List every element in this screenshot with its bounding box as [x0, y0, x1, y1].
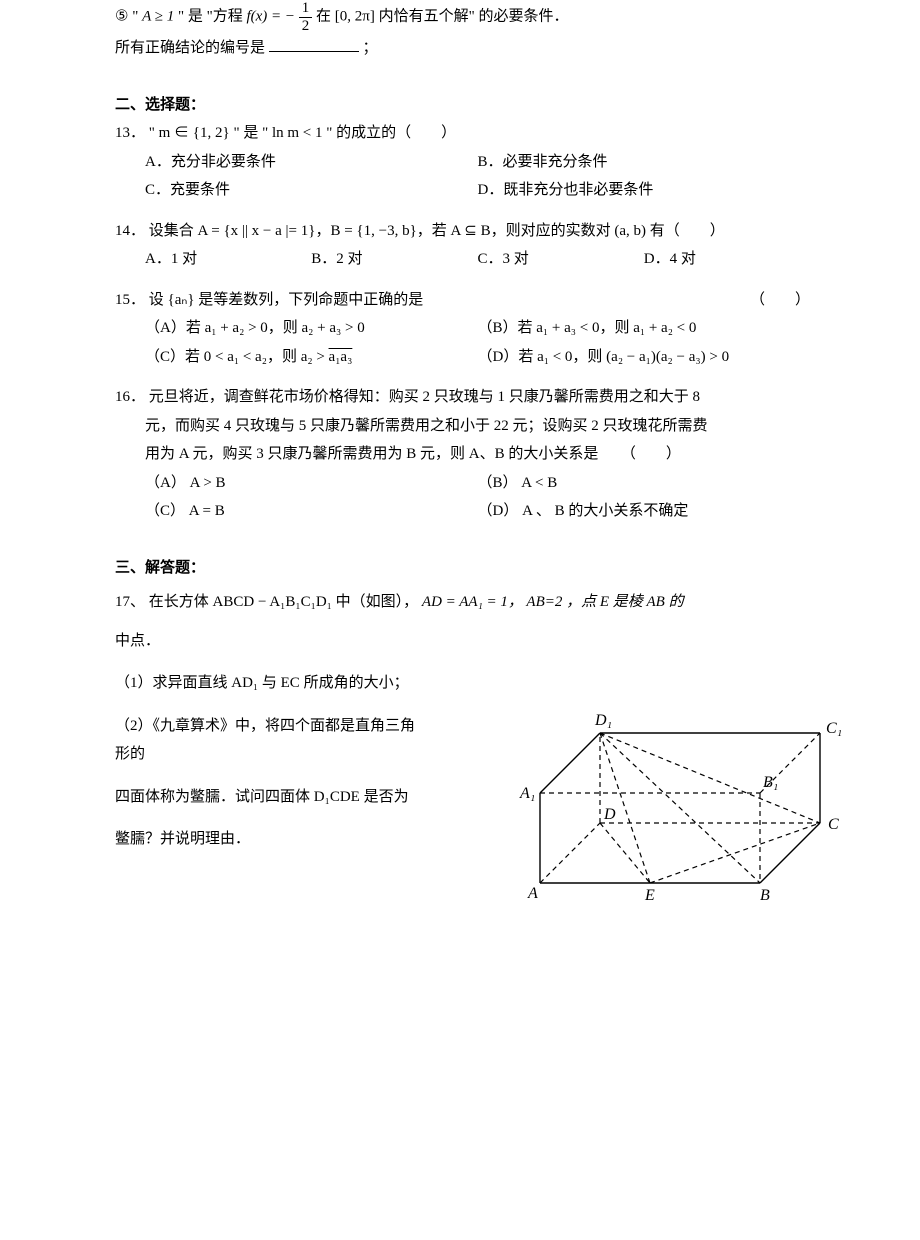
exam-page: ⑤ " A ≥ 1 " 是 "方程 f(x) = − 1 2 在 [0, 2π]…: [0, 0, 920, 1240]
q14-opt-c[interactable]: C．3 对: [478, 245, 644, 274]
q15-c-pre: （C）若 0 < a₁ < a₂，则 a₂ >: [145, 349, 329, 365]
label-e: E: [644, 887, 655, 903]
q16-opt-a[interactable]: （A） A > B: [145, 469, 478, 498]
q14-opt-a[interactable]: A．1 对: [145, 245, 311, 274]
q15-opt-a[interactable]: （A）若 a₁ + a₂ > 0，则 a₂ + a₃ > 0: [145, 314, 478, 343]
q16-options-2: （C） A = B （D） A 、 B 的大小关系不确定: [145, 497, 810, 526]
q5-circ: ⑤: [115, 8, 128, 24]
section-3-heading: 三、解答题：: [115, 554, 810, 583]
q5-cond: A ≥ 1: [142, 8, 174, 24]
q5-fx: f(x) = −: [246, 8, 295, 24]
q16-l3: 用为 A 元，购买 3 只康乃馨所需费用为 B 元，则 A、B 的大小关系是 （…: [145, 440, 810, 469]
q16-l2: 元，而购买 4 只玫瑰与 5 只康乃馨所需费用之和小于 22 元；设购买 2 只…: [145, 412, 810, 441]
label-a: A: [527, 885, 538, 902]
q17-p1: （1）求异面直线 AD₁ 与 EC 所成角的大小；: [115, 669, 415, 698]
q16-opt-c[interactable]: （C） A = B: [145, 497, 478, 526]
q13-opt-b[interactable]: B．必要非充分条件: [478, 148, 811, 177]
q15-options-2: （C）若 0 < a₁ < a₂，则 a₂ > a₁a₃ （D）若 a₁ < 0…: [145, 343, 810, 372]
label-d1: D₁: [594, 712, 612, 729]
q5-mid: " 是 "方程: [178, 8, 247, 24]
q5b-blank[interactable]: [269, 36, 359, 52]
q17-p2a: （2）《九章算术》中，将四个面都是直角三角形的: [115, 712, 415, 769]
q14-num: 14．: [115, 223, 145, 239]
q14-text: 设集合 A = {x || x − a |= 1}，B = {1, −3, b}…: [149, 223, 725, 239]
label-c1: C₁: [826, 720, 842, 737]
q15-num: 15．: [115, 292, 145, 308]
q17-num: 17、: [115, 594, 145, 610]
q13: 13． " m ∈ {1, 2} " 是 " ln m < 1 " 的成立的（ …: [115, 119, 810, 148]
q16-l1: 16． 元旦将近，调查鲜花市场价格得知：购买 2 只玫瑰与 1 只康乃馨所需费用…: [115, 383, 810, 412]
q14-opt-b[interactable]: B．2 对: [311, 245, 477, 274]
q14: 14． 设集合 A = {x || x − a |= 1}，B = {1, −3…: [115, 217, 810, 246]
q15-opt-c[interactable]: （C）若 0 < a₁ < a₂，则 a₂ > a₁a₃: [145, 343, 478, 372]
q15-options-1: （A）若 a₁ + a₂ > 0，则 a₂ + a₃ > 0 （B）若 a₁ +…: [145, 314, 810, 343]
q16-opt-d[interactable]: （D） A 、 B 的大小关系不确定: [478, 497, 811, 526]
label-b1: B₁: [763, 774, 778, 791]
q15: 15． 设 {aₙ} 是等差数列，下列命题中正确的是 （ ）: [115, 286, 810, 315]
q17-l1a: 在长方体 ABCD − A₁B₁C₁D₁ 中（如图），: [149, 594, 418, 610]
q14-options: A．1 对 B．2 对 C．3 对 D．4 对: [145, 245, 810, 274]
label-c: C: [828, 816, 839, 833]
q13-options-1: A．充分非必要条件 B．必要非充分条件: [145, 148, 810, 177]
q5-line: ⑤ " A ≥ 1 " 是 "方程 f(x) = − 1 2 在 [0, 2π]…: [115, 0, 810, 34]
q13-opt-c[interactable]: C．充要条件: [145, 176, 478, 205]
q5b-end: ；: [363, 40, 378, 56]
q16-opt-b[interactable]: （B） A < B: [478, 469, 811, 498]
q15-text: 设 {aₙ} 是等差数列，下列命题中正确的是: [149, 292, 424, 308]
q17-l1b: AD = AA₁ = 1， AB=2 ，点 E 是棱 AB 的: [422, 594, 684, 610]
q17-l2: 中点．: [115, 627, 810, 656]
q13-text: " m ∈ {1, 2} " 是 " ln m < 1 " 的成立的（ ）: [149, 125, 456, 141]
q5-after: 在 [0, 2π] 内恰有五个解" 的必要条件．: [316, 8, 568, 24]
q13-num: 13．: [115, 125, 145, 141]
q13-opt-a[interactable]: A．充分非必要条件: [145, 148, 478, 177]
section-2-heading: 二、选择题：: [115, 91, 810, 120]
q5-frac-den: 2: [299, 18, 313, 35]
cuboid-diagram: D₁ C₁ A₁ B₁ D C A B E: [500, 703, 850, 903]
q16-l1-text: 元旦将近，调查鲜花市场价格得知：购买 2 只玫瑰与 1 只康乃馨所需费用之和大于…: [149, 389, 700, 405]
q5b-text: 所有正确结论的编号是: [115, 40, 265, 56]
q16-num: 16．: [115, 389, 145, 405]
q15-paren: （ ）: [750, 286, 810, 315]
q15-c-sqrt: a₁a₃: [329, 349, 353, 365]
label-d: D: [603, 806, 616, 823]
q17-p2c: 鳖臑？并说明理由．: [115, 825, 415, 854]
q14-opt-d[interactable]: D．4 对: [644, 245, 810, 274]
label-a1: A₁: [519, 785, 535, 802]
q5-pre: ": [132, 8, 138, 24]
label-b: B: [760, 887, 770, 903]
q13-opt-d[interactable]: D．既非充分也非必要条件: [478, 176, 811, 205]
q15-opt-b[interactable]: （B）若 a₁ + a₃ < 0，则 a₁ + a₂ < 0: [478, 314, 811, 343]
q17-l1: 17、 在长方体 ABCD − A₁B₁C₁D₁ 中（如图）， AD = AA₁…: [115, 588, 810, 617]
q5-frac-num: 1: [299, 0, 313, 18]
q15-opt-d[interactable]: （D）若 a₁ < 0，则 (a₂ − a₁)(a₂ − a₃) > 0: [478, 343, 811, 372]
q17-p2b: 四面体称为鳖臑．试问四面体 D₁CDE 是否为: [115, 783, 415, 812]
q5b-line: 所有正确结论的编号是 ；: [115, 34, 810, 63]
q13-options-2: C．充要条件 D．既非充分也非必要条件: [145, 176, 810, 205]
q16-options-1: （A） A > B （B） A < B: [145, 469, 810, 498]
q5-frac: 1 2: [299, 0, 313, 34]
